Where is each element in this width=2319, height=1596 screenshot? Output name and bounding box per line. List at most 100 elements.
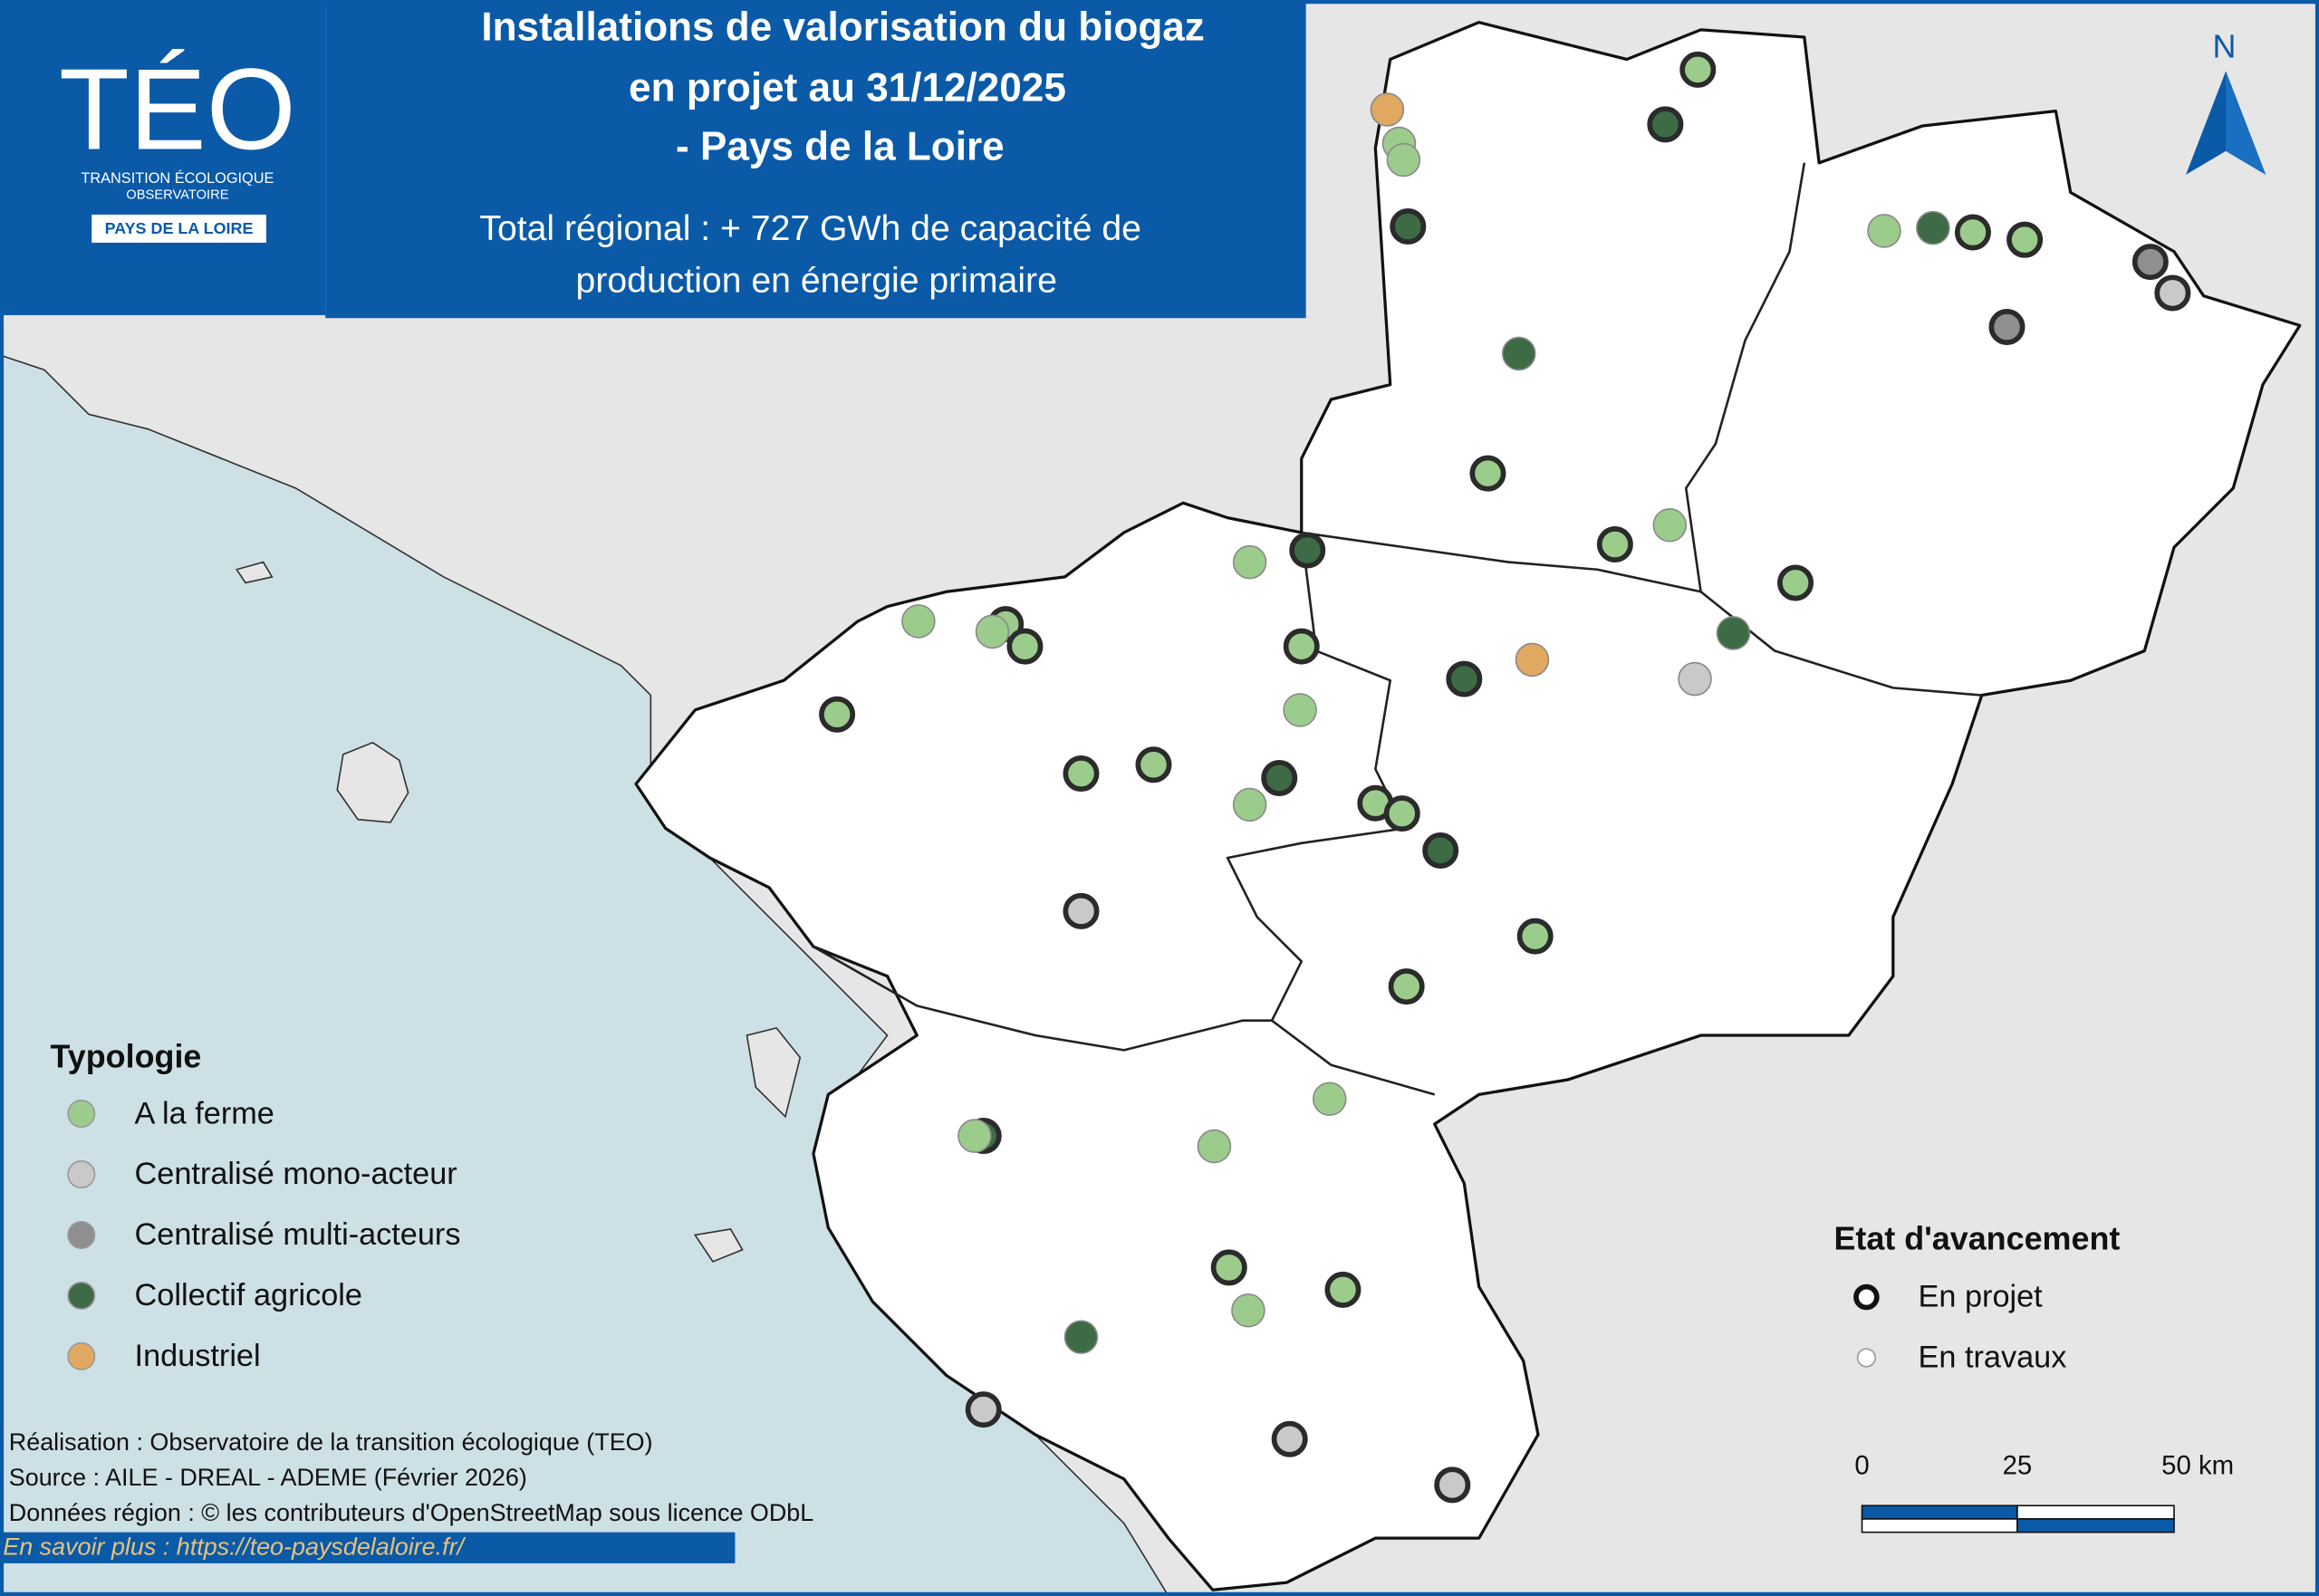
site-marker <box>1422 832 1459 869</box>
credit: Source : AILE - DREAL - ADEME (Février 2… <box>9 1464 527 1491</box>
logo-panel <box>0 0 326 315</box>
legend-symbol <box>1853 1284 1880 1311</box>
north-arrow <box>2226 71 2266 175</box>
department-border <box>1301 531 1982 697</box>
site-marker <box>1197 1129 1232 1164</box>
site-marker <box>1063 755 1100 793</box>
logo-badge <box>91 214 266 243</box>
scale-segment <box>1861 1505 2018 1520</box>
site-marker <box>1135 746 1172 784</box>
site-marker <box>1289 532 1326 569</box>
site-marker <box>2006 221 2044 258</box>
scale-label: 0 <box>1854 1451 1869 1481</box>
scale-segment <box>1861 1518 2018 1534</box>
region <box>634 21 2302 1591</box>
scale-bar <box>1861 1505 2175 1534</box>
site-marker <box>1652 507 1688 543</box>
scale-segment <box>2016 1505 2175 1520</box>
scale-label: 25 <box>2003 1451 2033 1481</box>
scale-segment <box>2016 1518 2175 1534</box>
title: - Pays de la Loire <box>676 125 1005 169</box>
legend-symbol <box>67 1159 96 1189</box>
site-marker <box>2154 274 2191 312</box>
logo-name: TÉO <box>59 44 296 173</box>
site-marker <box>1388 968 1425 1005</box>
legend-symbol <box>67 1341 96 1370</box>
site-marker <box>1954 214 1991 251</box>
site-marker <box>1283 693 1317 727</box>
site-marker <box>1390 207 1427 245</box>
site-marker <box>1916 210 1950 245</box>
department-border <box>813 945 1436 1096</box>
legend-symbol <box>67 1220 96 1249</box>
north-label: N <box>2213 28 2237 65</box>
site-marker <box>1210 1249 1247 1286</box>
site-marker <box>1386 142 1421 178</box>
islands <box>235 561 802 1263</box>
link-bar <box>0 1532 736 1563</box>
legend-label: Centralisé multi-acteurs <box>135 1217 461 1252</box>
site-marker <box>819 696 856 733</box>
site-marker <box>1312 1082 1347 1117</box>
site-marker <box>1515 642 1550 678</box>
header-panel <box>325 0 1306 319</box>
site-marker <box>1232 544 1267 580</box>
site-marker <box>1063 892 1100 929</box>
credit: Réalisation : Observatoire de la transit… <box>9 1428 653 1456</box>
site-marker <box>1370 92 1405 127</box>
legend-label: En travaux <box>1919 1341 2067 1375</box>
credit: Données région : © les contributeurs d'O… <box>9 1499 813 1526</box>
site-marker <box>1501 336 1536 371</box>
subtitle: Total régional : + 727 GWh de capacité d… <box>479 209 1141 248</box>
legend-title: Typologie <box>51 1038 202 1075</box>
logo-line: TRANSITION ÉCOLOGIQUE <box>81 169 274 187</box>
legend-symbol <box>1856 1348 1877 1368</box>
legend-label: Centralisé mono-acteur <box>135 1157 457 1191</box>
legend: Typologie Etat d'avancement En projet En… <box>51 1038 2121 1375</box>
site-marker <box>1063 1320 1099 1354</box>
site-marker <box>1516 918 1554 955</box>
legend-label: En projet <box>1919 1280 2044 1314</box>
site-marker <box>1434 1466 1471 1504</box>
site-marker <box>1324 1271 1362 1308</box>
legend-symbol <box>67 1281 96 1310</box>
site-marker <box>901 604 936 639</box>
legend-label: A la ferme <box>135 1096 274 1130</box>
site-marker <box>1006 628 1044 665</box>
site-marker <box>975 614 1010 649</box>
site-marker <box>1283 628 1320 665</box>
site-marker <box>1867 214 1901 248</box>
site-marker <box>1647 106 1684 143</box>
markers <box>819 51 2191 1504</box>
site-marker <box>1383 795 1420 832</box>
title: en projet au 31/12/2025 <box>629 65 1066 110</box>
site-marker <box>1261 759 1298 796</box>
title: Installations de valorisation du biogaz <box>481 5 1204 49</box>
legend-label: Collectif agricole <box>135 1278 362 1312</box>
site-marker <box>965 1391 1002 1428</box>
site-marker <box>1716 616 1751 650</box>
site-marker <box>1446 660 1483 697</box>
legend-symbol <box>67 1100 96 1129</box>
site-marker <box>1469 455 1506 492</box>
site-marker <box>1596 526 1633 562</box>
site-marker <box>1232 787 1267 822</box>
legend-title: Etat d'avancement <box>1833 1219 2120 1256</box>
site-marker <box>1231 1293 1265 1328</box>
logo-region: PAYS DE LA LOIRE <box>105 219 254 237</box>
scale-label: 50 km <box>2161 1451 2234 1481</box>
site-marker <box>1678 661 1712 697</box>
logo-line: OBSERVATOIRE <box>126 188 228 203</box>
site-marker <box>1988 308 2026 345</box>
legend-label: Industriel <box>135 1339 261 1373</box>
site-marker <box>1777 564 1814 601</box>
site-marker <box>2131 244 2169 281</box>
site-marker <box>1271 1420 1308 1457</box>
site-marker <box>1679 51 1717 88</box>
link[interactable]: En savoir plus : https://teo-paysdelaloi… <box>3 1534 466 1561</box>
department-border <box>1684 162 1806 592</box>
department-border <box>1226 532 1407 1022</box>
subtitle: production en énergie primaire <box>576 261 1057 300</box>
